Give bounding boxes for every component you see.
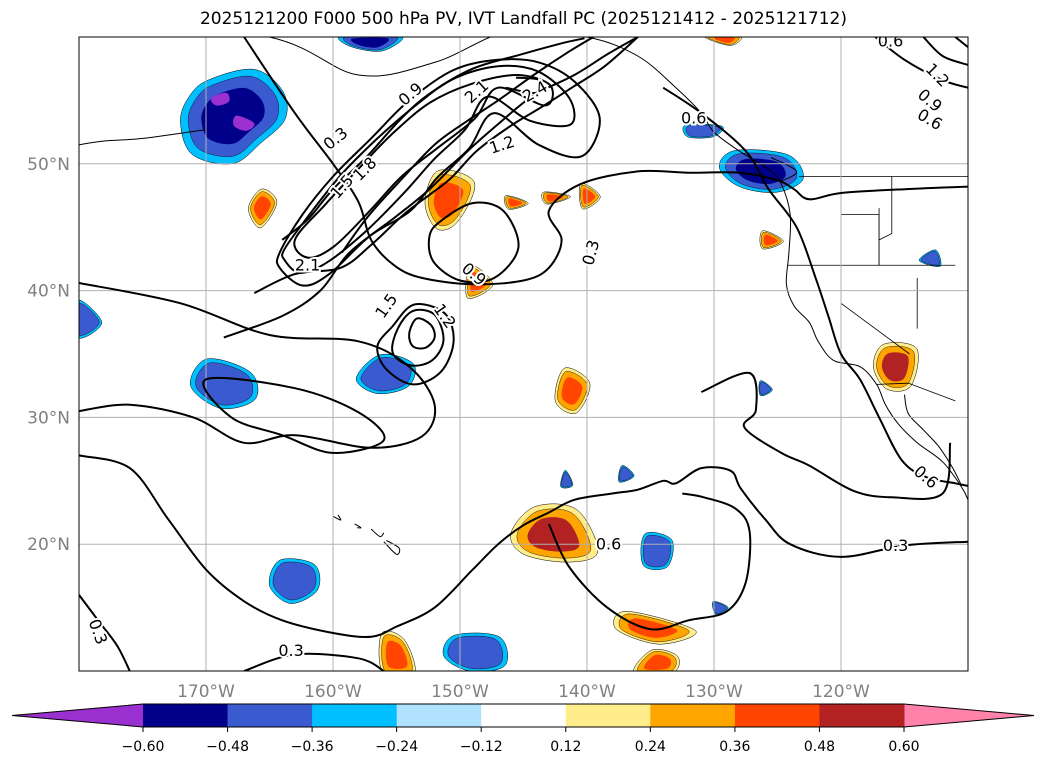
colorbar: −0.60 −0.48 −0.36 −0.24 −0.12 0.12 0.24 0.36 0.4… <box>11 703 1035 755</box>
pc-patch <box>378 630 416 671</box>
colorbar-bin <box>481 704 567 727</box>
colorbar-tick-label: −0.36 <box>291 739 334 755</box>
contour-label: 0.3 <box>883 536 908 555</box>
colorbar-extend-max <box>904 704 1034 727</box>
colorbar-tick-label: 0.24 <box>635 739 666 755</box>
lat-tick-label: 20°N <box>27 535 70 555</box>
coastline <box>904 394 963 487</box>
pc-patch <box>442 632 508 671</box>
lon-tick-label: 160°W <box>304 682 362 702</box>
pv-contour <box>79 594 131 671</box>
pc-patch <box>873 342 919 392</box>
pc-patch <box>180 68 288 165</box>
coastline <box>370 528 385 538</box>
colorbar-tick-label: 0.60 <box>888 739 919 755</box>
lat-tick-label: 30°N <box>27 408 70 428</box>
pv-contour <box>922 37 968 66</box>
lon-tick-label: 170°W <box>177 682 235 702</box>
colorbar-tick-label: 0.48 <box>804 739 835 755</box>
pc-patch <box>640 532 674 570</box>
pv-contour <box>662 86 968 487</box>
pc-patch <box>759 230 784 250</box>
pv-contour <box>954 37 968 48</box>
pc-patch <box>758 380 773 397</box>
pc-patch <box>682 123 724 139</box>
colorbar-bin <box>396 704 482 727</box>
pc-patch <box>633 649 680 671</box>
pv-contour <box>223 37 639 339</box>
pc-patch <box>79 299 103 339</box>
contour-label: 0.6 <box>878 31 903 50</box>
coastline <box>267 37 968 501</box>
pv-contour <box>281 64 576 274</box>
lon-tick-label: 140°W <box>558 682 616 702</box>
pv-contour <box>202 376 386 454</box>
pv-contour <box>253 37 639 295</box>
pc-patch <box>190 358 259 410</box>
pc-patch <box>338 37 404 52</box>
colorbar-tick-label: −0.24 <box>375 739 418 755</box>
colorbar-bin <box>734 704 820 727</box>
coastline <box>354 523 362 529</box>
pc-patch <box>355 353 416 395</box>
pv-contour <box>243 37 968 286</box>
pv-contour <box>874 37 968 89</box>
pv-contour <box>505 76 543 94</box>
pv-contour <box>700 371 952 500</box>
pv-contour <box>391 308 445 367</box>
coastline <box>770 157 798 183</box>
pv-contour <box>341 37 594 254</box>
lon-tick-label: 150°W <box>431 682 489 702</box>
pv-contour <box>376 303 455 386</box>
pv-contour <box>275 58 601 287</box>
colorbar-extend-min <box>12 704 143 727</box>
pv-contour <box>243 652 385 671</box>
pc-patch <box>554 367 591 415</box>
colorbar-tick-label: 0.12 <box>550 739 581 755</box>
contour-label: 2.1 <box>295 256 320 275</box>
coastline <box>79 129 207 146</box>
lat-tick-label: 40°N <box>27 282 70 302</box>
lon-tick-label: 130°W <box>685 682 743 702</box>
colorbar-tick-label: −0.60 <box>122 739 165 755</box>
pv-contour <box>79 454 968 639</box>
pv-contour <box>408 317 436 350</box>
pc-patch <box>712 601 729 616</box>
contour-label: 0.6 <box>596 535 621 554</box>
map-frame <box>78 36 969 672</box>
contour-label: 0.3 <box>278 641 303 660</box>
lat-tick-labels: 20°N 30°N 40°N 50°N <box>27 155 70 555</box>
pc-patch <box>248 188 278 229</box>
pv-contour <box>547 492 752 631</box>
colorbar-bin <box>565 704 651 727</box>
colorbar-tick-label: −0.12 <box>460 739 503 755</box>
border <box>876 382 956 402</box>
pc-patch <box>503 195 529 210</box>
colorbar-bin <box>227 704 313 727</box>
colorbar-tick-label: −0.48 <box>206 739 249 755</box>
lon-tick-label: 120°W <box>812 682 870 702</box>
pv-contour <box>427 201 520 284</box>
pc-patch <box>578 182 601 210</box>
coastline-layer <box>79 37 968 555</box>
pv-contour-layer <box>79 37 968 671</box>
colorbar-bin <box>819 704 905 727</box>
map-title: 2025121200 F000 500 hPa PV, IVT Landfall… <box>199 9 847 29</box>
lat-tick-label: 50°N <box>27 155 70 175</box>
colorbar-bin <box>143 704 229 727</box>
gridline-layer <box>79 37 968 671</box>
colorbar-tick-label: 0.36 <box>719 739 750 755</box>
colorbar-bin <box>650 704 736 727</box>
contour-label: 0.6 <box>681 109 706 128</box>
colorbar-bin <box>312 704 398 727</box>
pc-patch <box>613 611 697 645</box>
coastline <box>332 514 342 521</box>
pc-patch <box>618 465 635 483</box>
pv-contour <box>293 73 554 259</box>
pc-patch <box>268 558 321 604</box>
lon-tick-labels: 170°W 160°W 150°W 140°W 130°W 120°W <box>177 682 870 702</box>
border <box>878 176 893 241</box>
pc-patch <box>560 470 574 489</box>
